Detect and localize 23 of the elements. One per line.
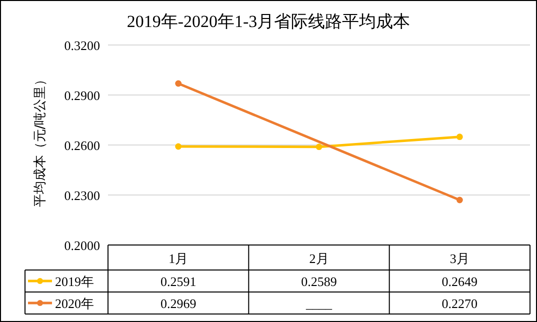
x-tick-label: 3月 (450, 251, 470, 266)
chart-title: 2019年-2020年1-3月省际线路平均成本 (126, 12, 410, 31)
y-tick-label: 0.2600 (64, 138, 100, 153)
point (316, 144, 322, 150)
y-tick-label: 0.2000 (64, 238, 100, 253)
y-tick-label: 0.2300 (64, 188, 100, 203)
x-tick-label: 1月 (168, 251, 188, 266)
y-tick-label: 0.2900 (64, 88, 100, 103)
legend-label: 2020年 (55, 296, 94, 311)
legend-label: 2019年 (55, 274, 94, 289)
point (175, 80, 182, 87)
y-tick-label: 0.3200 (64, 38, 100, 53)
x-tick-label: 2月 (309, 251, 329, 266)
point (456, 134, 463, 140)
data-label: 0.2591 (160, 274, 196, 289)
y-axis-title: 平均成本（元/吨公里） (33, 72, 48, 208)
point (456, 196, 463, 204)
data-label: 0.2270 (442, 296, 478, 311)
data-label: 0.2649 (442, 274, 478, 289)
text: ____ (306, 296, 332, 311)
data-label: 0.2969 (160, 296, 196, 311)
data-label: 0.2589 (301, 274, 337, 289)
point (175, 143, 182, 150)
